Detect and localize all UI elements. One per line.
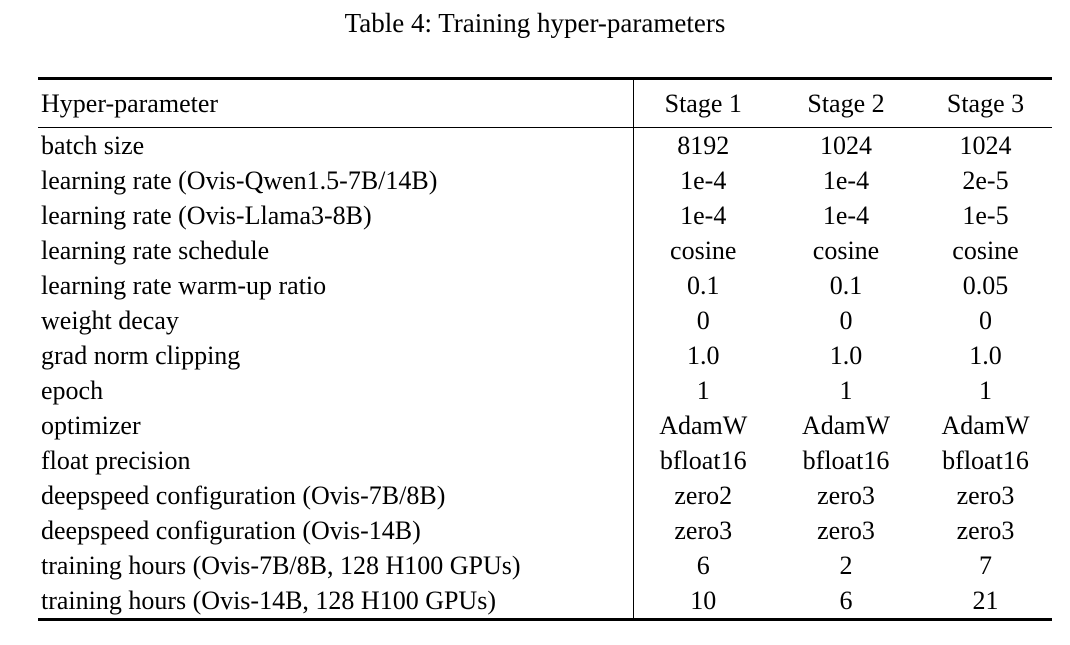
row-label: weight decay [41, 305, 179, 335]
table-row: optimizer AdamW AdamW AdamW [38, 408, 1052, 443]
table-row: training hours (Ovis-14B, 128 H100 GPUs)… [38, 583, 1052, 620]
row-label: training hours (Ovis-14B, 128 H100 GPUs) [41, 585, 496, 615]
column-header-stage-1: Stage 1 [632, 78, 773, 128]
cell-stage-1: 8192 [632, 127, 773, 163]
cell-stage-3: 1e-5 [962, 200, 1009, 230]
row-label: learning rate (Ovis-Qwen1.5-7B/14B) [41, 165, 438, 195]
table-row: epoch 1 1 1 [38, 373, 1052, 408]
table-row: learning rate schedule cosine cosine cosine [38, 233, 1052, 268]
row-label: optimizer [41, 410, 141, 440]
cell-stage-1: AdamW [632, 408, 773, 443]
cell-stage-3: bfloat16 [942, 445, 1029, 475]
table-row: batch size 8192 1024 1024 [38, 127, 1052, 163]
row-label: learning rate schedule [41, 235, 270, 265]
table-row: deepspeed configuration (Ovis-14B) zero3 z… [38, 513, 1052, 548]
table-row: deepspeed configuration (Ovis-7B/8B) zero… [38, 478, 1052, 513]
cell-stage-1: 6 [632, 548, 773, 583]
row-label: deepspeed configuration (Ovis-14B) [41, 515, 421, 545]
table-row: grad norm clipping 1.0 1.0 1.0 [38, 338, 1052, 373]
table-caption: Table 4: Training hyper-parameters [344, 8, 726, 38]
table-row: learning rate (Ovis-Qwen1.5-7B/14B) 1e-4 1… [38, 163, 1052, 198]
table-body: batch size 8192 1024 1024 learning rate (Ovi… [38, 127, 1052, 620]
table-row: weight decay 0 0 0 [38, 303, 1052, 338]
row-label: epoch [41, 375, 104, 405]
column-header-stage-2: Stage 2 [773, 78, 919, 128]
cell-stage-2: 2 [839, 550, 853, 580]
cell-stage-3: 21 [972, 585, 999, 615]
row-label: float precision [41, 445, 191, 475]
cell-stage-1: 1e-4 [632, 163, 773, 198]
table-row: learning rate warm-up ratio 0.1 0.1 0.05 [38, 268, 1052, 303]
row-label: grad norm clipping [41, 340, 241, 370]
cell-stage-2: 1024 [820, 130, 872, 160]
cell-stage-2: 6 [839, 585, 853, 615]
cell-stage-2: AdamW [801, 410, 891, 440]
row-label: training hours (Ovis-7B/8B, 128 H100 GPU… [41, 550, 521, 580]
row-label: learning rate warm-up ratio [41, 270, 327, 300]
cell-stage-1: 1 [632, 373, 773, 408]
cell-stage-2: 1e-4 [822, 200, 870, 230]
cell-stage-3: AdamW [941, 410, 1030, 440]
cell-stage-2: bfloat16 [802, 445, 890, 475]
cell-stage-3: 0 [979, 305, 992, 335]
row-label: batch size [41, 130, 145, 160]
cell-stage-3: 2e-5 [962, 165, 1009, 195]
cell-stage-1: zero3 [632, 513, 773, 548]
cell-stage-2: 1 [839, 375, 853, 405]
cell-stage-3: zero3 [956, 515, 1015, 545]
row-label: deepspeed configuration (Ovis-7B/8B) [41, 480, 446, 510]
cell-stage-3: 1 [979, 375, 992, 405]
cell-stage-2: zero3 [817, 480, 875, 510]
column-header-stage-3: Stage 3 [919, 78, 1052, 128]
cell-stage-3: cosine [952, 235, 1019, 265]
cell-stage-2: zero3 [817, 515, 875, 545]
cell-stage-2: 0.1 [829, 270, 863, 300]
column-header-hyper-parameter: Hyper-parameter [38, 78, 633, 128]
cell-stage-1: bfloat16 [632, 443, 773, 478]
header-row: Hyper-parameter Stage 1 Stage 2 Stage 3 [38, 78, 1052, 128]
cell-stage-1: 1e-4 [632, 198, 773, 233]
table-row: training hours (Ovis-7B/8B, 128 H100 GPU… [38, 548, 1052, 583]
cell-stage-2: cosine [812, 235, 880, 265]
cell-stage-2: 0 [839, 305, 853, 335]
cell-stage-3: 1024 [959, 130, 1012, 160]
cell-stage-1: 0 [632, 303, 773, 338]
cell-stage-1: 0.1 [632, 268, 773, 303]
table-row: learning rate (Ovis-Llama3-8B) 1e-4 1e-4 1e… [38, 198, 1052, 233]
hyperparameters-table: Hyper-parameter Stage 1 Stage 2 Stage 3 … [38, 77, 1052, 621]
cell-stage-2: 1.0 [829, 340, 863, 370]
cell-stage-3: zero3 [956, 480, 1015, 510]
cell-stage-1: zero2 [632, 478, 773, 513]
cell-stage-1: cosine [632, 233, 773, 268]
row-label: learning rate (Ovis-Llama3-8B) [41, 200, 372, 230]
cell-stage-1: 1.0 [632, 338, 773, 373]
cell-stage-3: 0.05 [962, 270, 1009, 300]
cell-stage-2: 1e-4 [822, 165, 870, 195]
cell-stage-3: 7 [979, 550, 992, 580]
cell-stage-1: 10 [632, 583, 773, 620]
table-row: float precision bfloat16 bfloat16 bfloat16 [38, 443, 1052, 478]
cell-stage-3: 1.0 [969, 340, 1002, 370]
